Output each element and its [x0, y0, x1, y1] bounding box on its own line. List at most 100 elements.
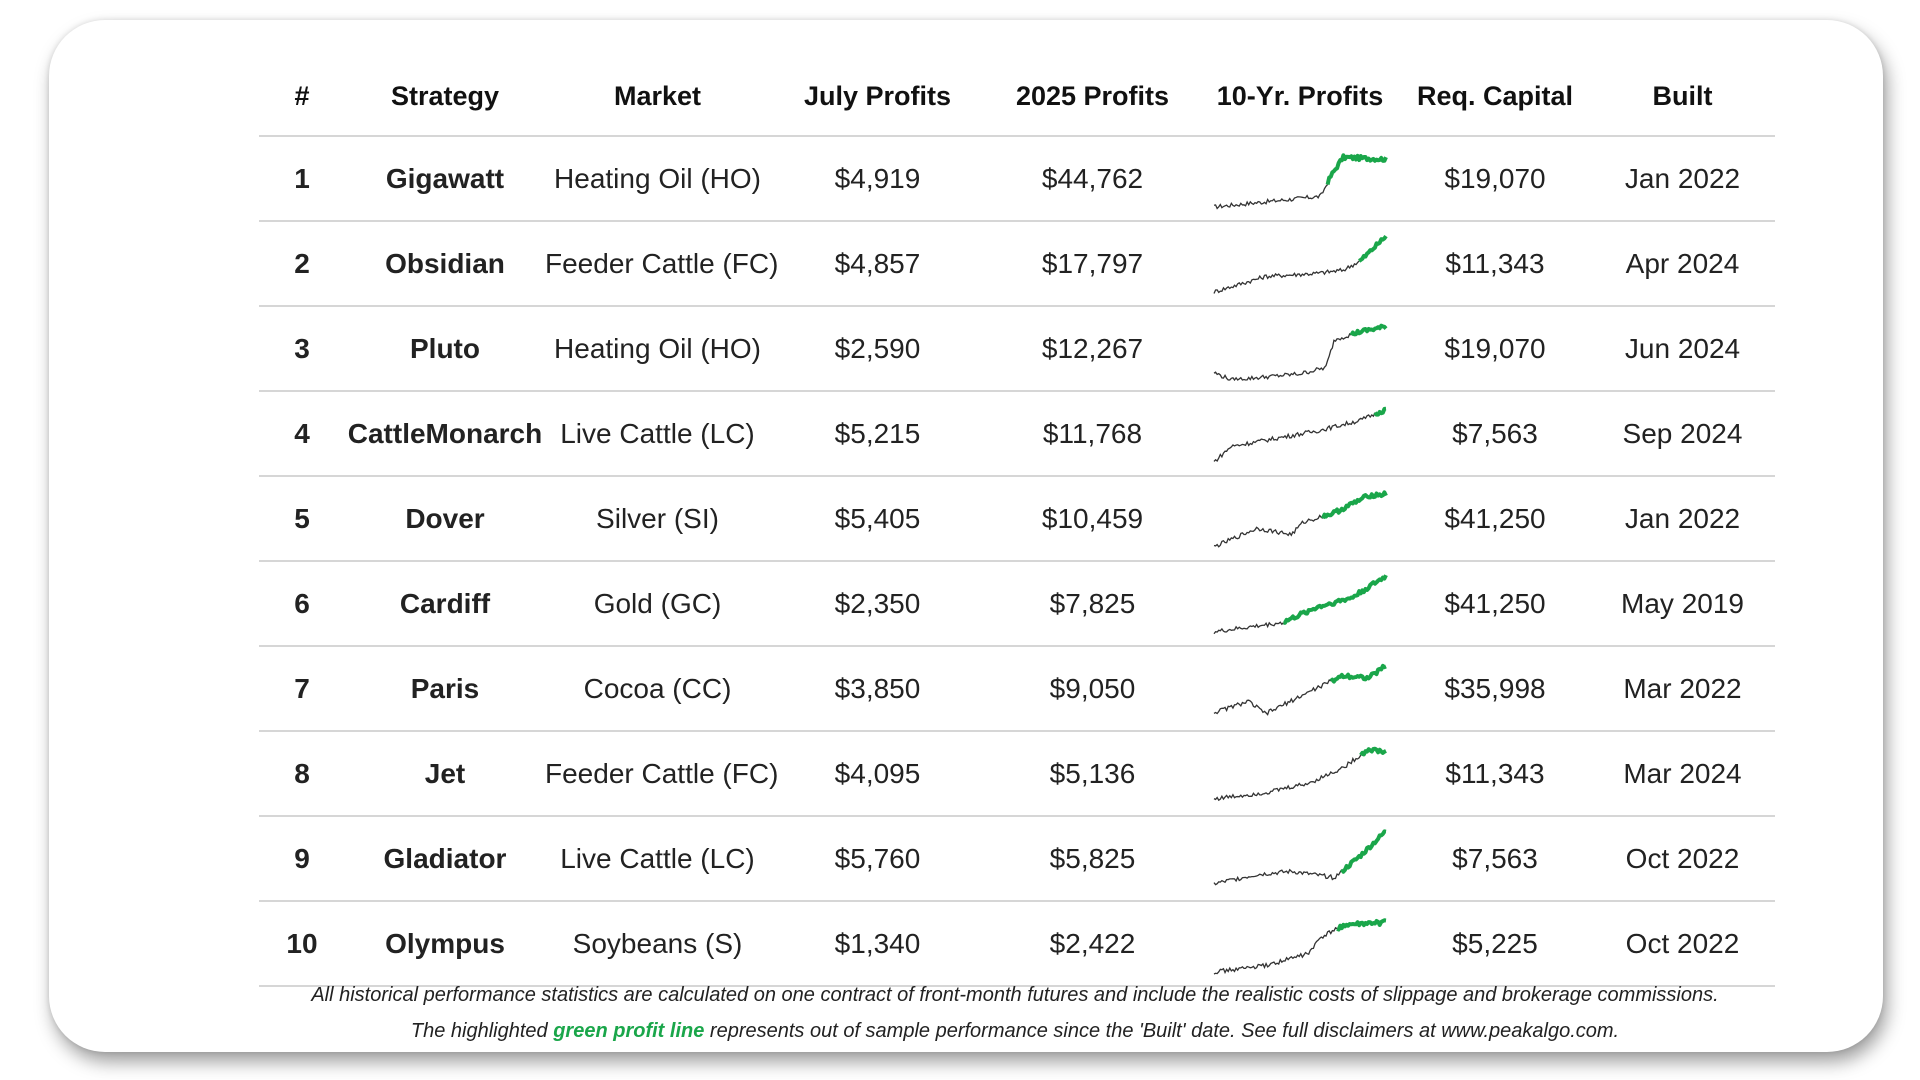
- req-capital-cell: $5,225: [1400, 901, 1590, 987]
- market-cell: Gold (GC): [545, 561, 770, 647]
- out-of-sample-line: [1359, 746, 1387, 756]
- 10yr-profits-cell: [1200, 731, 1400, 817]
- 2025-profits-cell: $2,422: [985, 901, 1200, 987]
- equity-sparkline: [1213, 152, 1388, 210]
- table-row: 10 Olympus Soybeans (S) $1,340 $2,422 $5,225 O…: [259, 901, 1775, 987]
- disclaimer-prefix: The highlighted: [410, 1020, 548, 1042]
- in-sample-line: [1213, 926, 1338, 975]
- market-cell: Heating Oil (HO): [545, 306, 770, 392]
- strategy-name-cell: Gladiator: [345, 816, 545, 902]
- table-row: 1 Gigawatt Heating Oil (HO) $4,919 $44,762 $1…: [259, 136, 1775, 222]
- strategy-name-cell: Gigawatt: [345, 136, 545, 222]
- built-date-cell: Oct 2022: [1590, 901, 1775, 987]
- in-sample-line: [1213, 868, 1343, 886]
- strategy-table: # Strategy Market July Profits 2025 Prof…: [259, 58, 1775, 987]
- 2025-profits-cell: $44,762: [985, 136, 1200, 222]
- strategy-name-cell: Pluto: [345, 306, 545, 392]
- 10yr-profits-cell: [1200, 561, 1400, 647]
- july-profits-cell: $5,760: [770, 816, 985, 902]
- req-capital-cell: $7,563: [1400, 816, 1590, 902]
- out-of-sample-line: [1321, 489, 1388, 519]
- july-profits-cell: $5,405: [770, 476, 985, 562]
- req-capital-cell: $19,070: [1400, 306, 1590, 392]
- equity-sparkline: [1213, 828, 1387, 886]
- 10yr-profits-cell: [1200, 476, 1400, 562]
- equity-sparkline: [1213, 746, 1387, 801]
- 2025-profits-cell: $12,267: [985, 306, 1200, 392]
- built-date-cell: May 2019: [1590, 561, 1775, 647]
- req-capital-cell: $11,343: [1400, 731, 1590, 817]
- out-of-sample-line: [1358, 234, 1388, 263]
- rank-cell: 5: [259, 476, 345, 562]
- july-profits-cell: $2,350: [770, 561, 985, 647]
- market-cell: Cocoa (CC): [545, 646, 770, 732]
- table-row: 2 Obsidian Feeder Cattle (FC) $4,857 $17,797…: [259, 221, 1775, 307]
- req-capital-cell: $19,070: [1400, 136, 1590, 222]
- rank-cell: 6: [259, 561, 345, 647]
- out-of-sample-line: [1373, 406, 1387, 417]
- out-of-sample-line: [1336, 917, 1387, 931]
- built-date-cell: Jan 2022: [1590, 476, 1775, 562]
- strategy-name-cell: Olympus: [345, 901, 545, 987]
- req-capital-cell: $41,250: [1400, 561, 1590, 647]
- built-date-cell: Oct 2022: [1590, 816, 1775, 902]
- july-profits-cell: $1,340: [770, 901, 985, 987]
- built-date-cell: Jan 2022: [1590, 136, 1775, 222]
- market-cell: Feeder Cattle (FC): [545, 221, 778, 307]
- rank-cell: 9: [259, 816, 345, 902]
- req-capital-cell: $35,998: [1400, 646, 1590, 732]
- in-sample-line: [1213, 513, 1324, 548]
- in-sample-line: [1213, 183, 1329, 210]
- disclaimer-line-2: The highlighted green profit line repres…: [98, 1020, 1920, 1043]
- req-capital-cell: $11,343: [1400, 221, 1590, 307]
- built-date-cell: Jun 2024: [1590, 306, 1775, 392]
- rank-cell: 1: [259, 136, 345, 222]
- disclaimer-suffix: represents out of sample performance sin…: [709, 1020, 1620, 1042]
- 10yr-profits-cell: [1200, 646, 1400, 732]
- july-profits-cell: $2,590: [770, 306, 985, 392]
- strategy-name-cell: Paris: [345, 646, 545, 732]
- green-profit-line-label: green profit line: [553, 1020, 705, 1042]
- rank-cell: 2: [259, 221, 345, 307]
- in-sample-line: [1213, 678, 1332, 716]
- 10yr-profits-cell: [1200, 901, 1400, 987]
- rank-cell: 4: [259, 391, 345, 477]
- 2025-profits-cell: $5,136: [985, 731, 1200, 817]
- table-row: 8 Jet Feeder Cattle (FC) $4,095 $5,136 $11,34…: [259, 731, 1775, 817]
- 10yr-profits-cell: [1200, 391, 1400, 477]
- in-sample-line: [1213, 260, 1360, 294]
- table-row: 4 CattleMonarch Live Cattle (LC) $5,215 $11,…: [259, 391, 1775, 477]
- 2025-profits-cell: $5,825: [985, 816, 1200, 902]
- out-of-sample-line: [1340, 828, 1387, 874]
- strategy-name-cell: Jet: [345, 731, 545, 817]
- col-header-built: Built: [1590, 58, 1775, 137]
- table-row: 7 Paris Cocoa (CC) $3,850 $9,050 $35,998 Mar 2…: [259, 646, 1775, 732]
- rank-cell: 3: [259, 306, 345, 392]
- strategy-name-cell: CattleMonarch: [345, 391, 545, 477]
- strategy-card: # Strategy Market July Profits 2025 Prof…: [49, 20, 1883, 1052]
- in-sample-line: [1213, 620, 1284, 634]
- col-header-req-capital: Req. Capital: [1400, 58, 1590, 137]
- table-row: 5 Dover Silver (SI) $5,405 $10,459 $41,250 Jan…: [259, 476, 1775, 562]
- out-of-sample-line: [1329, 663, 1387, 684]
- disclaimer-line-1: All historical performance statistics ar…: [311, 984, 1719, 1006]
- july-profits-cell: $4,095: [770, 731, 985, 817]
- built-date-cell: Sep 2024: [1590, 391, 1775, 477]
- rank-cell: 8: [259, 731, 345, 817]
- 2025-profits-cell: $7,825: [985, 561, 1200, 647]
- req-capital-cell: $41,250: [1400, 476, 1590, 562]
- rank-cell: 10: [259, 901, 345, 987]
- strategy-name-cell: Obsidian: [345, 221, 545, 307]
- col-header-10yr-profits: 10-Yr. Profits: [1200, 58, 1400, 137]
- table-row: 6 Cardiff Gold (GC) $2,350 $7,825 $41,250 May …: [259, 561, 1775, 647]
- col-header-july-profits: July Profits: [770, 58, 985, 137]
- 10yr-profits-cell: [1200, 136, 1400, 222]
- 2025-profits-cell: $10,459: [985, 476, 1200, 562]
- table-row: 9 Gladiator Live Cattle (LC) $5,760 $5,825 $7…: [259, 816, 1775, 902]
- table-header-row: # Strategy Market July Profits 2025 Prof…: [259, 58, 1775, 137]
- table-body: 1 Gigawatt Heating Oil (HO) $4,919 $44,762 $1…: [259, 136, 1775, 987]
- col-header-2025-profits: 2025 Profits: [985, 58, 1200, 137]
- in-sample-line: [1213, 411, 1376, 462]
- out-of-sample-line: [1283, 573, 1388, 625]
- built-date-cell: Mar 2022: [1590, 646, 1775, 732]
